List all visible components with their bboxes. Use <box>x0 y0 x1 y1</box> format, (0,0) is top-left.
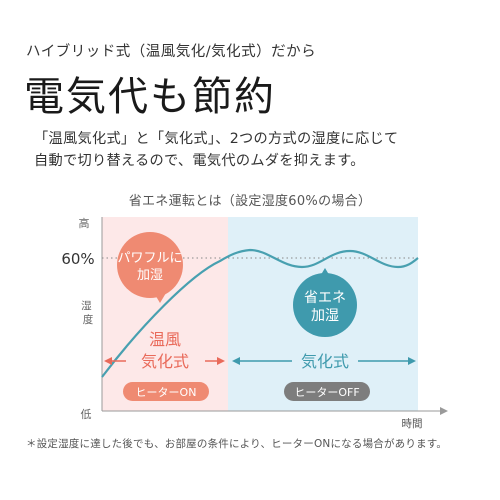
eco-bubble-line-1: 省エネ <box>304 290 346 306</box>
heater-on-badge: ヒーターON <box>123 382 209 401</box>
warm-air-mode-label-line-2: 気化式 <box>141 352 189 371</box>
humidity-diagram: 高 60% 低 湿 度 時間 パワフルに 加湿 省エネ 加湿 温風 気化式 気化… <box>61 216 448 430</box>
footnote: ＊設定湿度に達した後でも、お部屋の条件により、ヒーターONになる場合があります。 <box>26 438 448 450</box>
eco-humidify-bubble: 省エネ 加湿 <box>293 268 357 337</box>
powerful-humidify-bubble: パワフルに 加湿 <box>117 232 183 303</box>
y-axis-title: 湿 度 <box>81 300 95 326</box>
heater-off-badge: ヒーターOFF <box>284 382 370 401</box>
eco-bubble-line-2: 加湿 <box>311 308 339 324</box>
y-axis-title-char-2: 度 <box>83 313 94 326</box>
headline: 電気代も節約 <box>24 74 276 120</box>
y-axis-title-char-1: 湿 <box>81 300 92 312</box>
powerful-bubble-line-2: 加湿 <box>137 268 163 283</box>
y-axis-setpoint-label: 60% <box>61 250 94 268</box>
heater-on-badge-text: ヒーターON <box>136 386 197 399</box>
description-line-1: 「温風気化式」と「気化式」、2つの方式の湿度に応じて <box>34 131 399 147</box>
x-axis-arrow-icon <box>440 407 448 415</box>
humidity-curve <box>101 248 419 378</box>
description-line-2: 自動で切り替えるので、電気代のムダを抑えます。 <box>34 153 365 169</box>
heater-off-right-arrow-icon <box>408 357 416 365</box>
x-axis-title: 時間 <box>402 418 423 430</box>
heater-on-left-arrow-icon <box>104 357 112 365</box>
heater-on-right-arrow-icon <box>217 357 225 365</box>
subtitle: ハイブリッド式（温風気化/気化式）だから <box>26 44 317 60</box>
y-axis-low-label: 低 <box>81 408 92 421</box>
warm-air-mode-label-line-1: 温風 <box>149 330 181 349</box>
y-axis-high-label: 高 <box>79 216 90 230</box>
heater-off-left-arrow-icon <box>232 357 240 365</box>
powerful-bubble-line-1: パワフルに <box>117 251 182 266</box>
chart-title: 省エネ運転とは（設定湿度60%の場合） <box>128 194 372 209</box>
heater-off-badge-text: ヒーターOFF <box>294 386 359 399</box>
evaporative-mode-label: 気化式 <box>301 352 349 371</box>
